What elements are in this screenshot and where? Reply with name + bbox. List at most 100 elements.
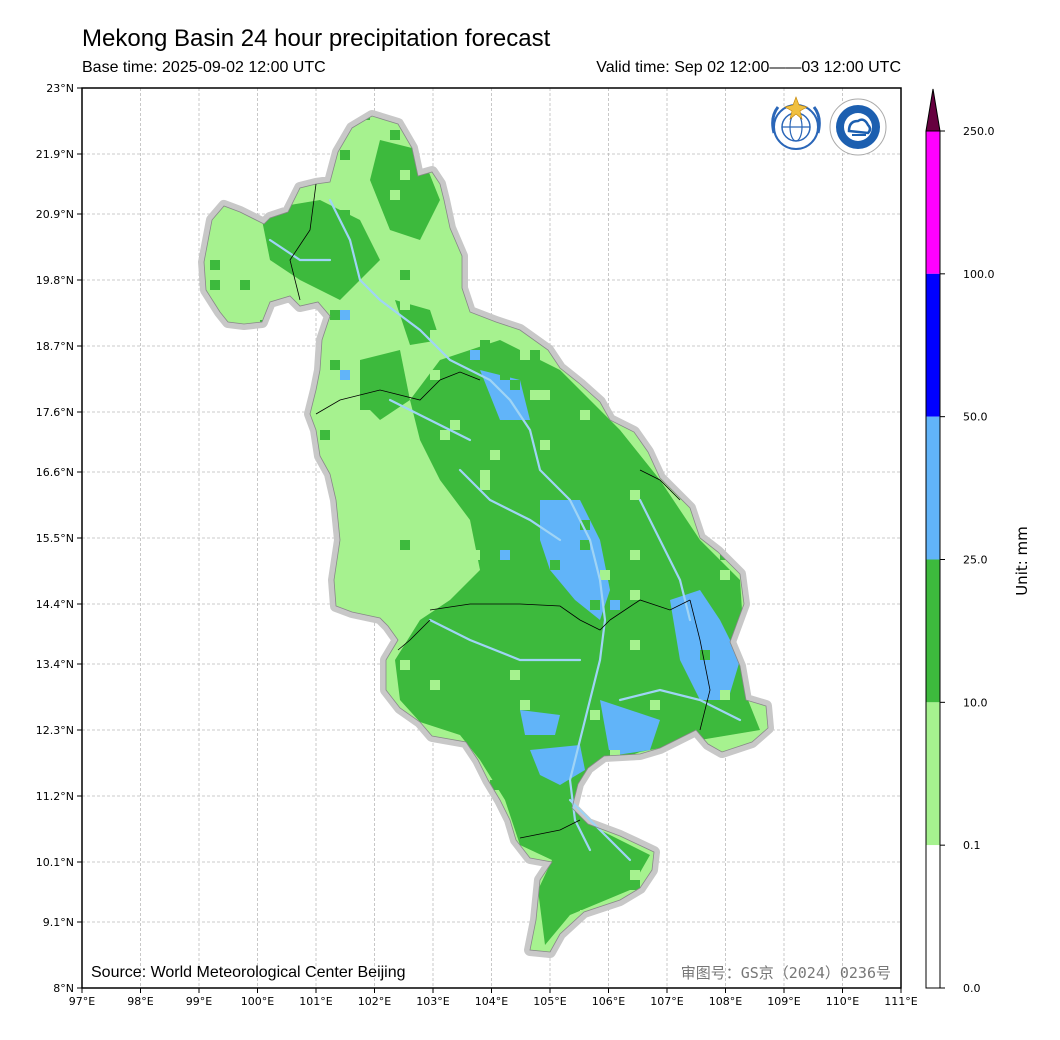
colorbar-level-label: 250.0 <box>963 125 995 138</box>
precip-pixel <box>390 130 400 140</box>
border-thailand-cambodia <box>429 603 611 631</box>
lat-tick-label: 10.1°N <box>36 856 74 869</box>
lon-tick-label: 100°E <box>241 995 274 1008</box>
precip-pixel <box>610 640 620 650</box>
precip-pixel <box>600 750 610 760</box>
river-network <box>268 198 742 862</box>
precip-pixel <box>470 710 480 720</box>
lon-tick-label: 98°E <box>127 995 153 1008</box>
colorbar-segment <box>926 131 940 274</box>
lat-tick-label: 13.4°N <box>36 658 74 671</box>
precip-pixel <box>330 360 340 370</box>
precip-pixel <box>400 300 410 310</box>
tributary-south-east <box>618 688 742 722</box>
precip-pixel <box>370 310 380 320</box>
lat-tick-label: 21.9°N <box>36 148 74 161</box>
colorbar-segment <box>926 559 940 703</box>
colorbar-level-label: 25.0 <box>963 554 988 567</box>
tributary-north-a <box>268 238 332 262</box>
lon-tick-label: 102°E <box>358 995 391 1008</box>
border-delta <box>519 819 581 839</box>
map-approval-number: 审图号：GS京（2024）0236号 <box>681 964 891 982</box>
precip-pixel <box>520 350 530 360</box>
precip-pixel <box>530 390 540 400</box>
precip-pixel <box>330 580 340 590</box>
precip-pixel <box>630 590 640 600</box>
colorbar-unit-label: Unit: mm <box>1013 526 1031 596</box>
precip-pixel <box>390 190 400 200</box>
precip-pixel <box>480 480 490 490</box>
precip-pixel <box>630 490 640 500</box>
precip-pixel <box>700 650 710 660</box>
colorbar-segment <box>926 273 940 417</box>
border-cambodia-vietnam <box>689 599 711 731</box>
precip-zone-heavy-a <box>540 500 610 620</box>
tributary-west-a <box>458 468 562 542</box>
precip-pixel <box>240 240 250 250</box>
precip-pixel <box>630 640 640 650</box>
precip-pixel <box>340 480 350 490</box>
tributary-west-b <box>388 398 472 442</box>
longitude-axis: 97°E 98°E 99°E 100°E 101°E 102°E 103°E 104°E 105… <box>69 988 918 1008</box>
lat-tick-label: 8°N <box>53 982 74 995</box>
base-time: Base time: 2025-09-02 12:00 UTC <box>82 59 326 76</box>
border-west-cambodia <box>397 619 431 651</box>
precip-pixel <box>630 870 640 880</box>
precip-pixel <box>470 550 480 560</box>
precip-pixel <box>610 600 620 610</box>
colorbar-level-label: 0.1 <box>963 839 981 852</box>
precip-pixel <box>480 580 490 590</box>
precip-pixel <box>490 780 500 790</box>
precip-pixel <box>560 660 570 670</box>
precip-zone-heavy-b <box>670 590 740 700</box>
precip-pixel <box>640 520 650 530</box>
precip-pixel <box>580 520 590 530</box>
precip-pixel <box>470 350 480 360</box>
precip-pixel <box>450 420 460 430</box>
precip-pixel <box>340 440 350 450</box>
colorbar-extend-arrow <box>925 88 941 132</box>
precip-pixel <box>330 310 340 320</box>
precip-pixel <box>210 260 220 270</box>
colorbar-segment <box>926 416 940 560</box>
precip-pixel <box>590 890 600 900</box>
precip-pixel <box>320 440 330 450</box>
colorbar-segment <box>926 845 940 988</box>
lat-tick-label: 12.3°N <box>36 724 74 737</box>
precip-pixel <box>400 660 410 670</box>
precip-pixel <box>630 550 640 560</box>
precip-pixel <box>650 690 660 700</box>
precip-pixel <box>430 370 440 380</box>
precip-zone-north-west <box>260 200 380 300</box>
mekong-main-river <box>328 198 607 852</box>
precip-pixel <box>600 570 610 580</box>
precip-pixel <box>480 470 490 480</box>
precip-pixel <box>500 370 510 380</box>
valid-time: Valid time: Sep 02 12:00——03 12:00 UTC <box>596 59 901 76</box>
precip-pixel <box>370 130 380 140</box>
precip-pixel <box>340 150 350 160</box>
precip-pixel <box>480 460 490 470</box>
precip-pixel <box>210 280 220 290</box>
precip-zone-heavy-f <box>520 710 560 735</box>
precip-pixel <box>330 350 340 360</box>
tonle-sap-river <box>428 618 582 662</box>
lat-tick-label: 14.4°N <box>36 598 74 611</box>
lon-tick-label: 110°E <box>826 995 859 1008</box>
precip-pixel <box>420 260 430 270</box>
precip-zone-heavy-d <box>600 700 660 756</box>
precip-pixel <box>430 680 440 690</box>
lon-tick-label: 99°E <box>186 995 212 1008</box>
precip-pixel <box>400 440 410 450</box>
lon-tick-label: 109°E <box>767 995 800 1008</box>
precip-pixel <box>240 280 250 290</box>
precip-zone-west-patch <box>360 350 410 420</box>
precip-pixel <box>390 570 400 580</box>
border-laos-cambodia <box>609 599 691 621</box>
colorbar-level-label: 0.0 <box>963 982 981 995</box>
lon-tick-label: 105°E <box>533 995 566 1008</box>
precip-pixel <box>340 310 350 320</box>
precip-pixel <box>590 710 600 720</box>
lat-tick-label: 20.9°N <box>36 208 74 221</box>
latitude-axis: 23°N 21.9°N 20.9°N 19.8°N 18.7°N 17.6°N 16.6°N… <box>36 82 82 995</box>
